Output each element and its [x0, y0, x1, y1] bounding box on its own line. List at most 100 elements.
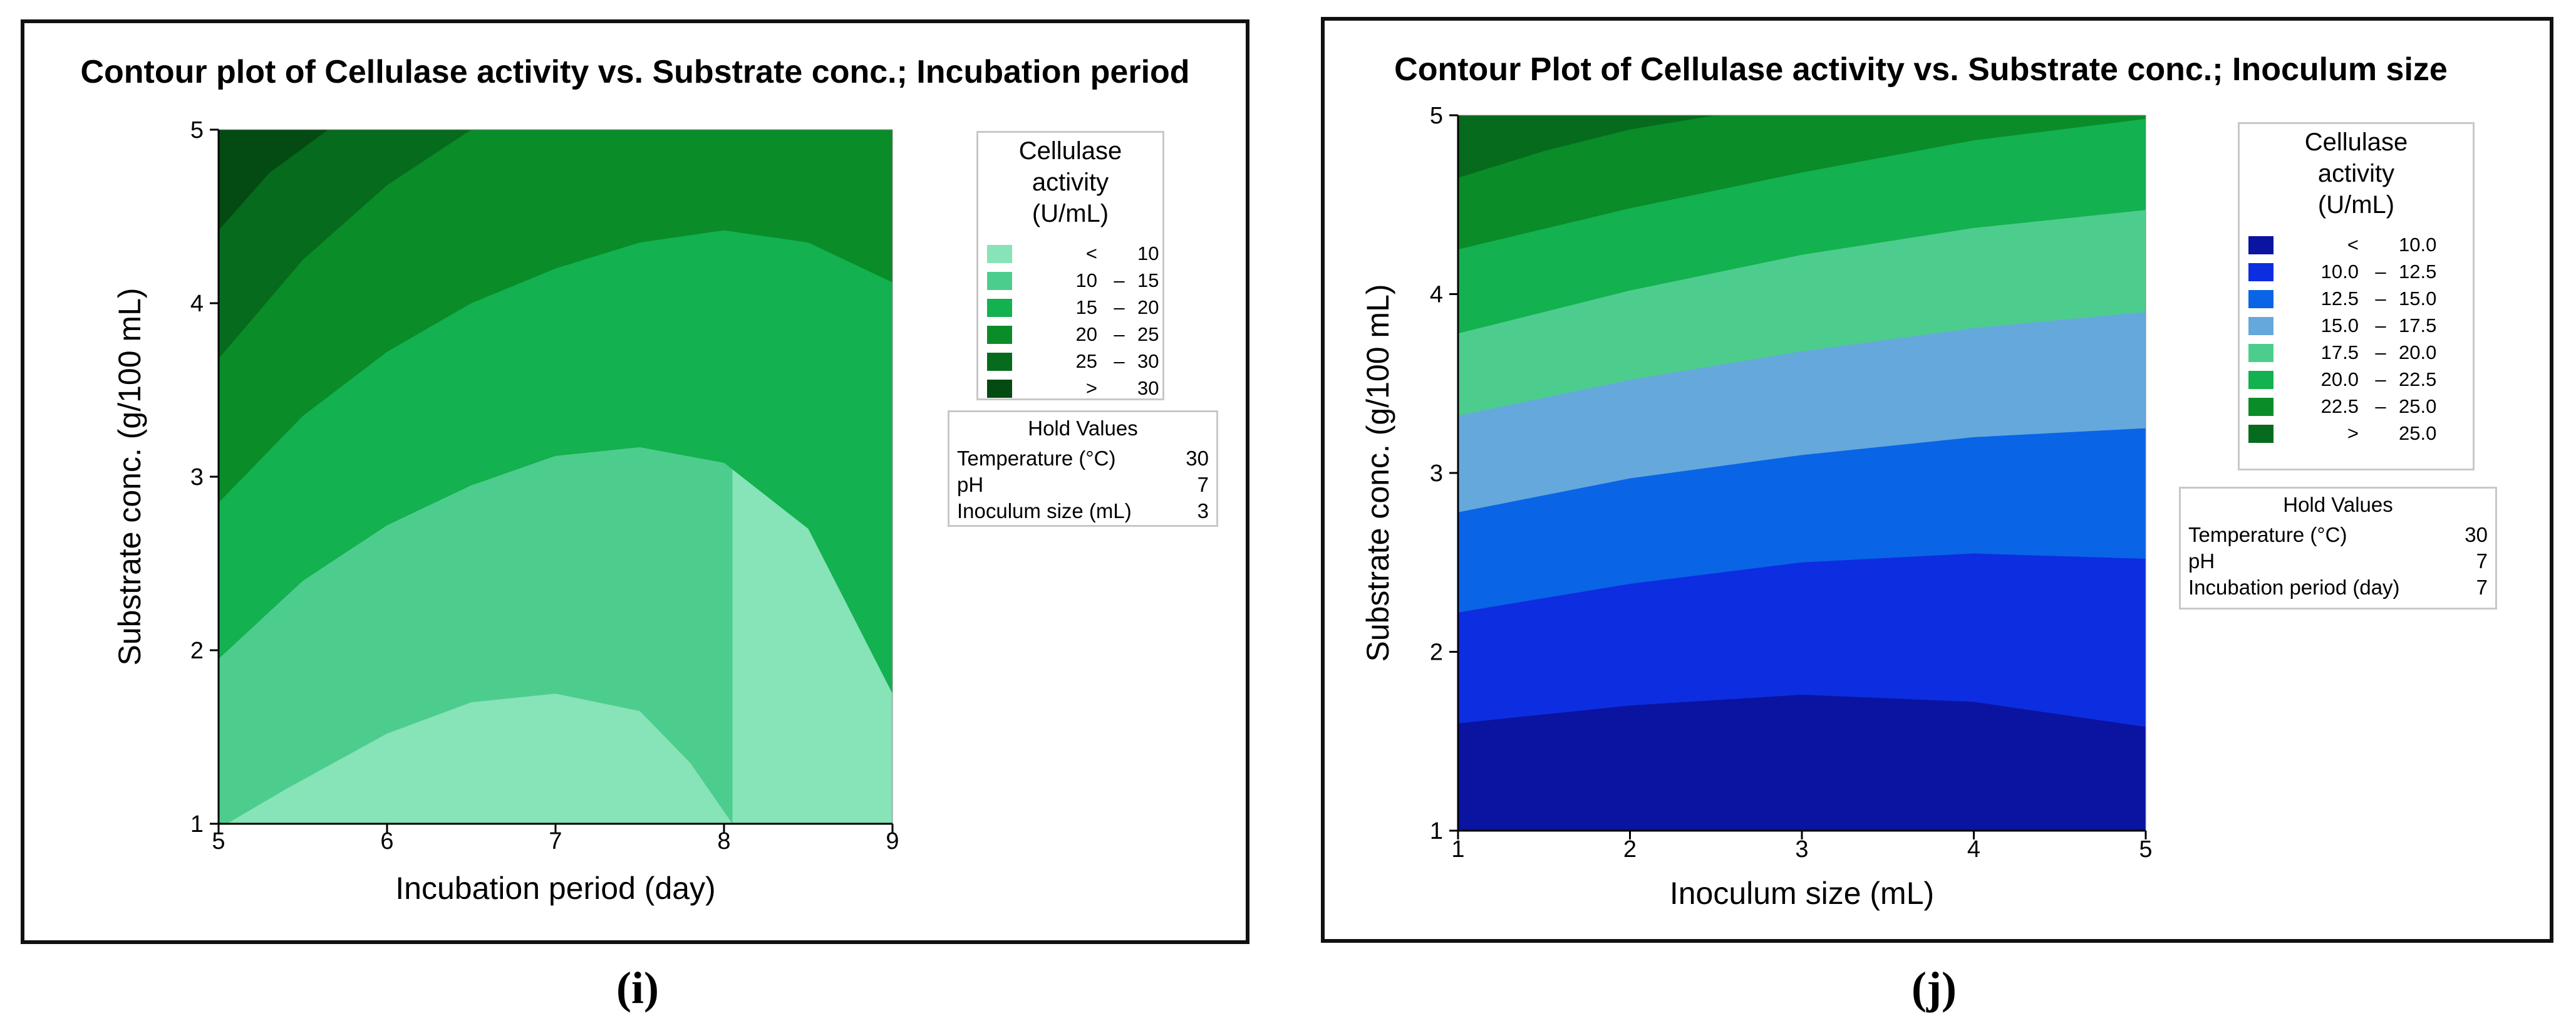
- legend-entry: 22.5–25.0: [2248, 396, 2468, 417]
- legend-low: >: [2347, 422, 2359, 444]
- y-tick-label: 1: [1430, 818, 1443, 844]
- contour-plot-j: 1 2 3 4 5 1 2 3 4 5 Contour Plot of Cellulase acti…: [1360, 51, 2448, 911]
- hold-value-name: Temperature (°C): [957, 447, 1116, 470]
- legend-swatch: [987, 326, 1012, 344]
- hold-value-name: pH: [2188, 549, 2215, 573]
- chart-panel-j: 1 2 3 4 5 1 2 3 4 5 Contour Plot of Cellulase acti…: [1321, 17, 2553, 943]
- hold-value-number: 30: [2465, 523, 2488, 546]
- x-tick-label: 9: [886, 828, 899, 854]
- legend-low: 25: [1075, 350, 1097, 372]
- legend-low: 15: [1075, 296, 1097, 318]
- hold-value-name: pH: [957, 473, 984, 496]
- legend-entry: >25.0: [2248, 423, 2468, 444]
- legend-low: 20.0: [2320, 368, 2359, 390]
- legend-dash: –: [1114, 323, 1125, 345]
- legend-title-line: Cellulase: [1018, 137, 1122, 165]
- legend-low: 12.5: [2320, 288, 2359, 309]
- legend-high: 17.5: [2399, 314, 2437, 336]
- hold-values-j: Hold Values Temperature (°C) 30 pH 7 Incubati…: [2179, 487, 2497, 610]
- contour-band-level-22.5: [1458, 115, 2146, 250]
- x-tick-label: 2: [1623, 836, 1637, 863]
- legend-dash: –: [2375, 314, 2386, 336]
- hold-value-row: Incubation period (day) 7: [2188, 574, 2488, 601]
- legend-entry: 20–25: [987, 323, 1159, 345]
- legend-low: 20: [1075, 323, 1097, 345]
- y-tick-label: 3: [1430, 460, 1443, 487]
- legend-entry: 15.0–17.5: [2248, 315, 2468, 336]
- contour-band-level-30: [219, 130, 328, 231]
- legend-high: 15: [1137, 269, 1159, 291]
- y-tick-label: 3: [190, 464, 204, 491]
- legend-swatch: [2248, 398, 2273, 416]
- legend-low: 22.5: [2320, 395, 2359, 417]
- legend-entry: 10.0–12.5: [2248, 261, 2468, 283]
- contour-band-level-25: [219, 130, 472, 359]
- legend-high: 20.0: [2399, 341, 2437, 363]
- legend-dash: –: [2375, 395, 2386, 417]
- contour-plot-i: 5 6 7 8 9 1 2 3 4 5 Contour plot of Cellulase acti…: [80, 54, 1189, 906]
- hold-value-number: 7: [2476, 549, 2488, 573]
- legend-entry: >30: [987, 377, 1159, 399]
- legend-dash: –: [1114, 350, 1125, 372]
- legend-title-line: Cellulase: [2304, 128, 2408, 156]
- legend-dash: –: [2375, 341, 2386, 363]
- chart-panel-i: 5 6 7 8 9 1 2 3 4 5 Contour plot of Cellulase acti…: [21, 19, 1249, 944]
- hold-value-row: pH 7: [957, 471, 1209, 499]
- y-tick-label: 5: [1430, 103, 1443, 129]
- legend-swatch: [2248, 344, 2273, 362]
- y-tick-label: 5: [190, 117, 204, 143]
- contour-band-level-25: [1458, 115, 1716, 178]
- y-axis-title: Substrate conc. (g/100 mL): [1360, 284, 1395, 662]
- panel-label-i: (i): [616, 963, 659, 1013]
- legend-high: 10: [1137, 242, 1159, 264]
- hold-values-title: Hold Values: [1028, 417, 1138, 440]
- legend-i: Cellulase activity (U/mL) <10 10–15 15–20 20–2…: [976, 131, 1164, 400]
- legend-swatch: [2248, 263, 2273, 281]
- legend-entry: 20.0–22.5: [2248, 369, 2468, 390]
- chart-title: Contour plot of Cellulase activity vs. S…: [80, 54, 1189, 90]
- contour-regions: [219, 130, 892, 824]
- x-axis-title: Inoculum size (mL): [1670, 876, 1934, 911]
- legend-high: 30: [1137, 377, 1159, 399]
- legend-high: 15.0: [2399, 288, 2437, 309]
- x-tick-label: 8: [717, 828, 730, 854]
- legend-low: 10: [1075, 269, 1097, 291]
- y-tick-label: 4: [190, 291, 204, 317]
- hold-value-name: Inoculum size (mL): [957, 499, 1132, 522]
- legend-swatch: [987, 353, 1012, 371]
- x-tick-label: 6: [380, 828, 393, 854]
- legend-low: 15.0: [2320, 314, 2359, 336]
- y-tick-label: 4: [1430, 282, 1443, 308]
- legend-swatch: [987, 299, 1012, 317]
- hold-values-i: Hold Values Temperature (°C) 30 pH 7 Inoculum…: [948, 410, 1218, 527]
- legend-entry: 25–30: [987, 350, 1159, 372]
- legend-low: >: [1085, 377, 1097, 399]
- legend-high: 25: [1137, 323, 1159, 345]
- hold-value-row: Temperature (°C) 30: [957, 445, 1209, 472]
- legend-entry: 12.5–15.0: [2248, 288, 2468, 309]
- hold-value-number: 3: [1197, 499, 1209, 522]
- hold-value-number: 30: [1186, 447, 1209, 470]
- legend-swatch: [2248, 371, 2273, 389]
- legend-high: 22.5: [2399, 368, 2437, 390]
- legend-high: 25.0: [2399, 395, 2437, 417]
- legend-low: 17.5: [2320, 341, 2359, 363]
- legend-dash: –: [2375, 368, 2386, 390]
- x-tick-label: 7: [549, 828, 562, 854]
- panel-label-j: (j): [1911, 963, 1957, 1013]
- hold-value-name: Temperature (°C): [2188, 523, 2347, 546]
- hold-value-row: Inoculum size (mL) 3: [957, 497, 1209, 525]
- hold-value-number: 7: [2476, 576, 2488, 599]
- contour-band-level-20: [219, 130, 892, 503]
- y-tick-label: 2: [1430, 640, 1443, 666]
- legend-high: 30: [1137, 350, 1159, 372]
- hold-value-row: pH 7: [2188, 548, 2488, 575]
- legend-high: 25.0: [2399, 422, 2437, 444]
- hold-value-number: 7: [1197, 473, 1209, 496]
- legend-title: Cellulase activity (U/mL): [2240, 124, 2473, 221]
- x-tick-label: 5: [212, 828, 225, 854]
- x-axis-title: Incubation period (day): [395, 871, 715, 906]
- legend-title-line: activity: [1032, 169, 1109, 196]
- x-tick-label: 5: [2139, 836, 2152, 863]
- y-tick-label: 2: [190, 638, 204, 664]
